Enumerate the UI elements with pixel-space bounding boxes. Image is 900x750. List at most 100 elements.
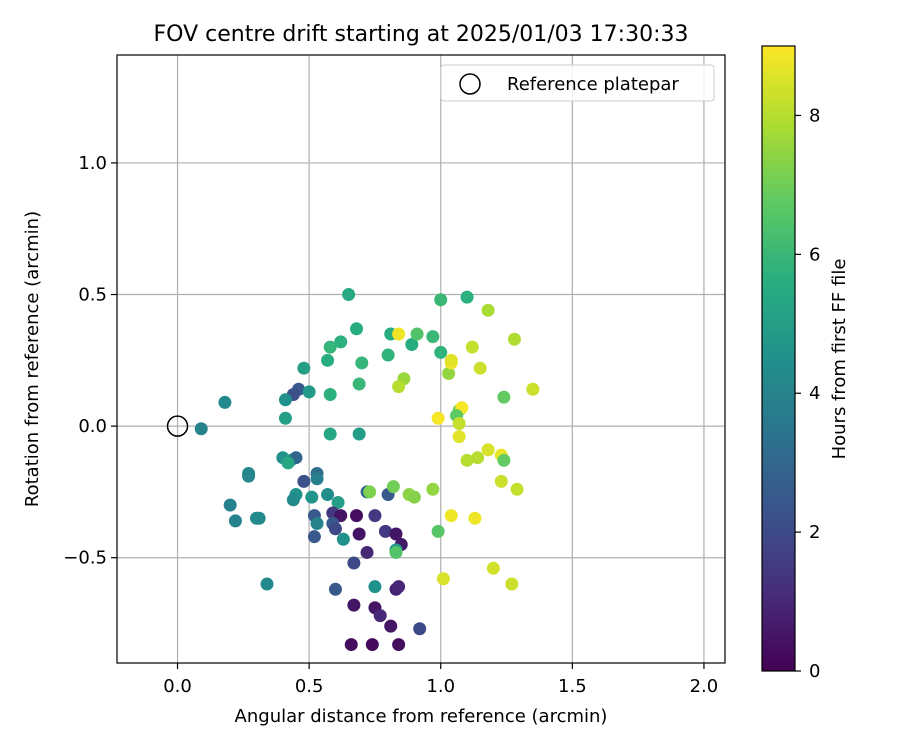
data-point — [510, 482, 524, 496]
data-point — [392, 380, 406, 394]
data-point — [334, 509, 348, 523]
data-point — [431, 524, 445, 538]
data-point — [526, 382, 540, 396]
data-point — [426, 330, 440, 344]
data-point — [405, 338, 419, 352]
data-point — [413, 622, 427, 636]
data-point — [452, 430, 466, 444]
data-point — [436, 572, 450, 586]
data-point — [373, 609, 387, 623]
data-point — [228, 514, 242, 528]
legend-label: Reference platepar — [507, 74, 679, 95]
data-point — [350, 509, 364, 523]
data-point — [331, 495, 345, 509]
data-point — [218, 395, 232, 409]
data-point — [321, 353, 335, 367]
plot-frame — [116, 54, 726, 664]
data-point — [507, 332, 521, 346]
colorbar-tick-label: 2 — [809, 522, 820, 543]
data-point — [344, 638, 358, 652]
y-tick-label: 0.0 — [78, 416, 107, 437]
data-point — [281, 456, 295, 470]
data-point — [323, 340, 337, 354]
data-point — [389, 545, 403, 559]
data-point — [242, 469, 256, 483]
data-point — [384, 619, 398, 633]
data-point — [497, 453, 511, 467]
reference-marker — [166, 415, 189, 437]
x-tick-label: 1.0 — [426, 676, 455, 697]
legend: Reference platepar — [440, 64, 715, 102]
data-point — [310, 517, 324, 531]
data-point — [278, 393, 292, 407]
data-point — [494, 474, 508, 488]
data-point — [297, 474, 311, 488]
data-points — [194, 288, 540, 652]
data-point — [260, 577, 274, 591]
y-tick-label: 1.0 — [78, 153, 107, 174]
data-point — [328, 522, 342, 536]
data-point — [368, 580, 382, 594]
legend-box — [440, 64, 715, 102]
data-point — [368, 509, 382, 523]
data-point — [323, 427, 337, 441]
data-point — [305, 490, 319, 504]
data-point — [497, 390, 511, 404]
y-axis-label: Rotation from reference (arcmin) — [22, 211, 43, 507]
data-point — [286, 493, 300, 507]
data-point — [434, 293, 448, 307]
data-point — [328, 582, 342, 596]
colorbar-tick-label: 8 — [809, 105, 820, 126]
data-point — [352, 377, 366, 391]
data-point — [431, 411, 445, 425]
data-point — [334, 335, 348, 349]
data-point — [352, 427, 366, 441]
data-point — [336, 532, 350, 546]
data-point — [481, 303, 495, 317]
data-point — [442, 366, 456, 380]
data-point — [378, 524, 392, 538]
data-point — [465, 340, 479, 354]
chart-title: FOV centre drift starting at 2025/01/03 … — [154, 22, 689, 47]
x-axis-label: Angular distance from reference (arcmin) — [235, 706, 608, 727]
data-point — [310, 472, 324, 486]
data-point — [350, 322, 364, 336]
colorbar-tick-label: 0 — [809, 661, 820, 682]
data-point — [392, 327, 406, 341]
x-tick-label: 1.5 — [558, 676, 587, 697]
data-point — [407, 490, 421, 504]
data-point — [363, 485, 377, 499]
data-point — [471, 451, 485, 465]
data-point — [342, 288, 356, 302]
data-point — [392, 638, 406, 652]
colorbar — [761, 45, 796, 672]
x-axis-ticks: 0.0 0.5 1.0 1.5 2.0 — [163, 663, 718, 697]
data-point — [381, 348, 395, 362]
data-point — [307, 530, 321, 544]
grid — [117, 55, 725, 663]
data-point — [297, 361, 311, 375]
data-point — [194, 422, 208, 436]
data-point — [355, 356, 369, 370]
data-point — [252, 511, 266, 525]
data-point — [452, 416, 466, 430]
data-point — [302, 385, 316, 399]
colorbar-label: Hours from first FF file — [829, 259, 850, 460]
colorbar-tick-label: 4 — [809, 383, 820, 404]
data-point — [460, 290, 474, 304]
data-point — [444, 353, 458, 367]
data-point — [410, 327, 424, 341]
data-point — [392, 580, 406, 594]
data-point — [278, 411, 292, 425]
data-point — [352, 527, 366, 541]
data-point — [473, 361, 487, 375]
y-axis-ticks: −0.5 0.0 0.5 1.0 — [63, 153, 117, 569]
x-tick-label: 0.0 — [163, 676, 192, 697]
data-point — [486, 561, 500, 575]
data-point — [426, 482, 440, 496]
data-point — [321, 488, 335, 502]
data-point — [389, 527, 403, 541]
x-tick-label: 0.5 — [295, 676, 324, 697]
data-point — [386, 480, 400, 494]
